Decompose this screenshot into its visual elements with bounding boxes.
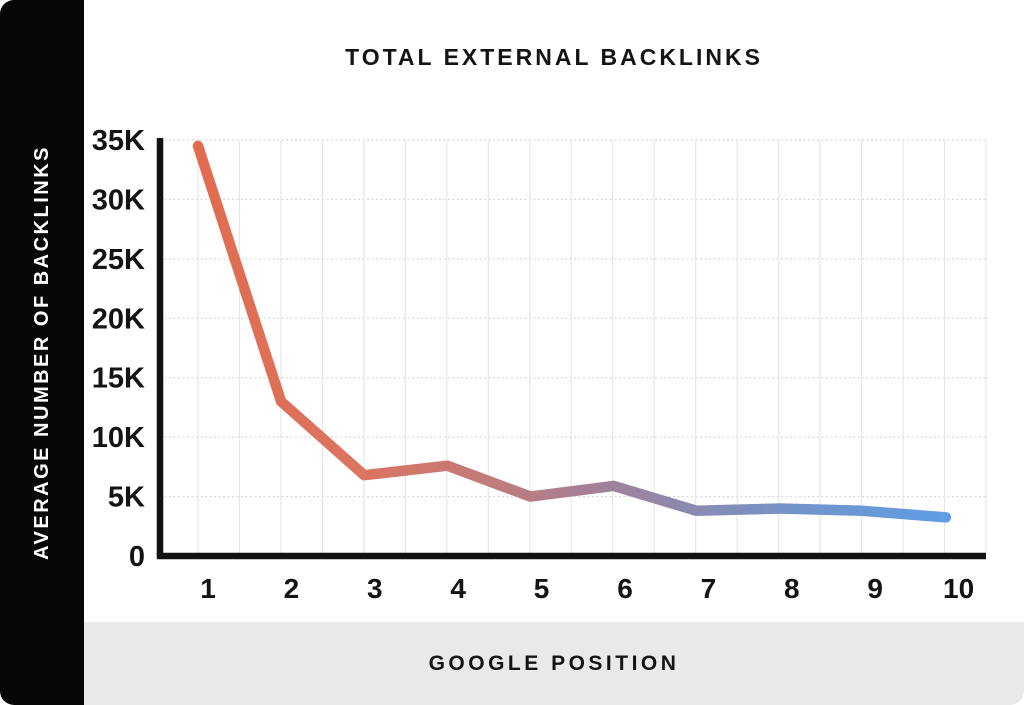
chart-title: TOTAL EXTERNAL BACKLINKS [345, 44, 763, 70]
x-tick-label: 9 [867, 573, 883, 604]
line-chart: 0 5K 10K 15K 20K 25K 30K 35K 1 2 3 4 5 6 7 8 9 10 [92, 125, 987, 604]
x-tick-label: 8 [784, 573, 800, 604]
x-tick-label: 7 [701, 573, 717, 604]
data-series-line [192, 140, 952, 523]
y-tick-label: 15K [92, 363, 145, 395]
x-tick-label: 3 [367, 573, 383, 604]
y-tick-label: 5K [108, 482, 145, 514]
y-axis-title-bar: AVERAGE NUMBER OF BACKLINKS [0, 0, 84, 705]
y-tick-label: 10K [92, 422, 145, 454]
y-tick-label: 0 [129, 541, 145, 573]
y-tick-label: 20K [92, 303, 145, 335]
x-tick-label: 6 [617, 573, 633, 604]
y-axis-title: AVERAGE NUMBER OF BACKLINKS [30, 145, 53, 560]
x-axis-title-bar: GOOGLE POSITION [84, 622, 1024, 705]
plot-area-container: TOTAL EXTERNAL BACKLINKS 0 5K 10K 15K 20K 25K… [84, 0, 1024, 622]
x-axis-title: GOOGLE POSITION [428, 651, 680, 675]
x-tick-label: 1 [200, 573, 216, 604]
x-tick-label: 5 [534, 573, 550, 604]
x-tick-label: 10 [943, 573, 974, 604]
y-tick-label: 35K [92, 125, 145, 157]
x-tick-label: 2 [284, 573, 300, 604]
y-tick-label: 25K [92, 244, 145, 276]
y-tick-label: 30K [92, 184, 145, 216]
x-tick-label: 4 [450, 573, 466, 604]
